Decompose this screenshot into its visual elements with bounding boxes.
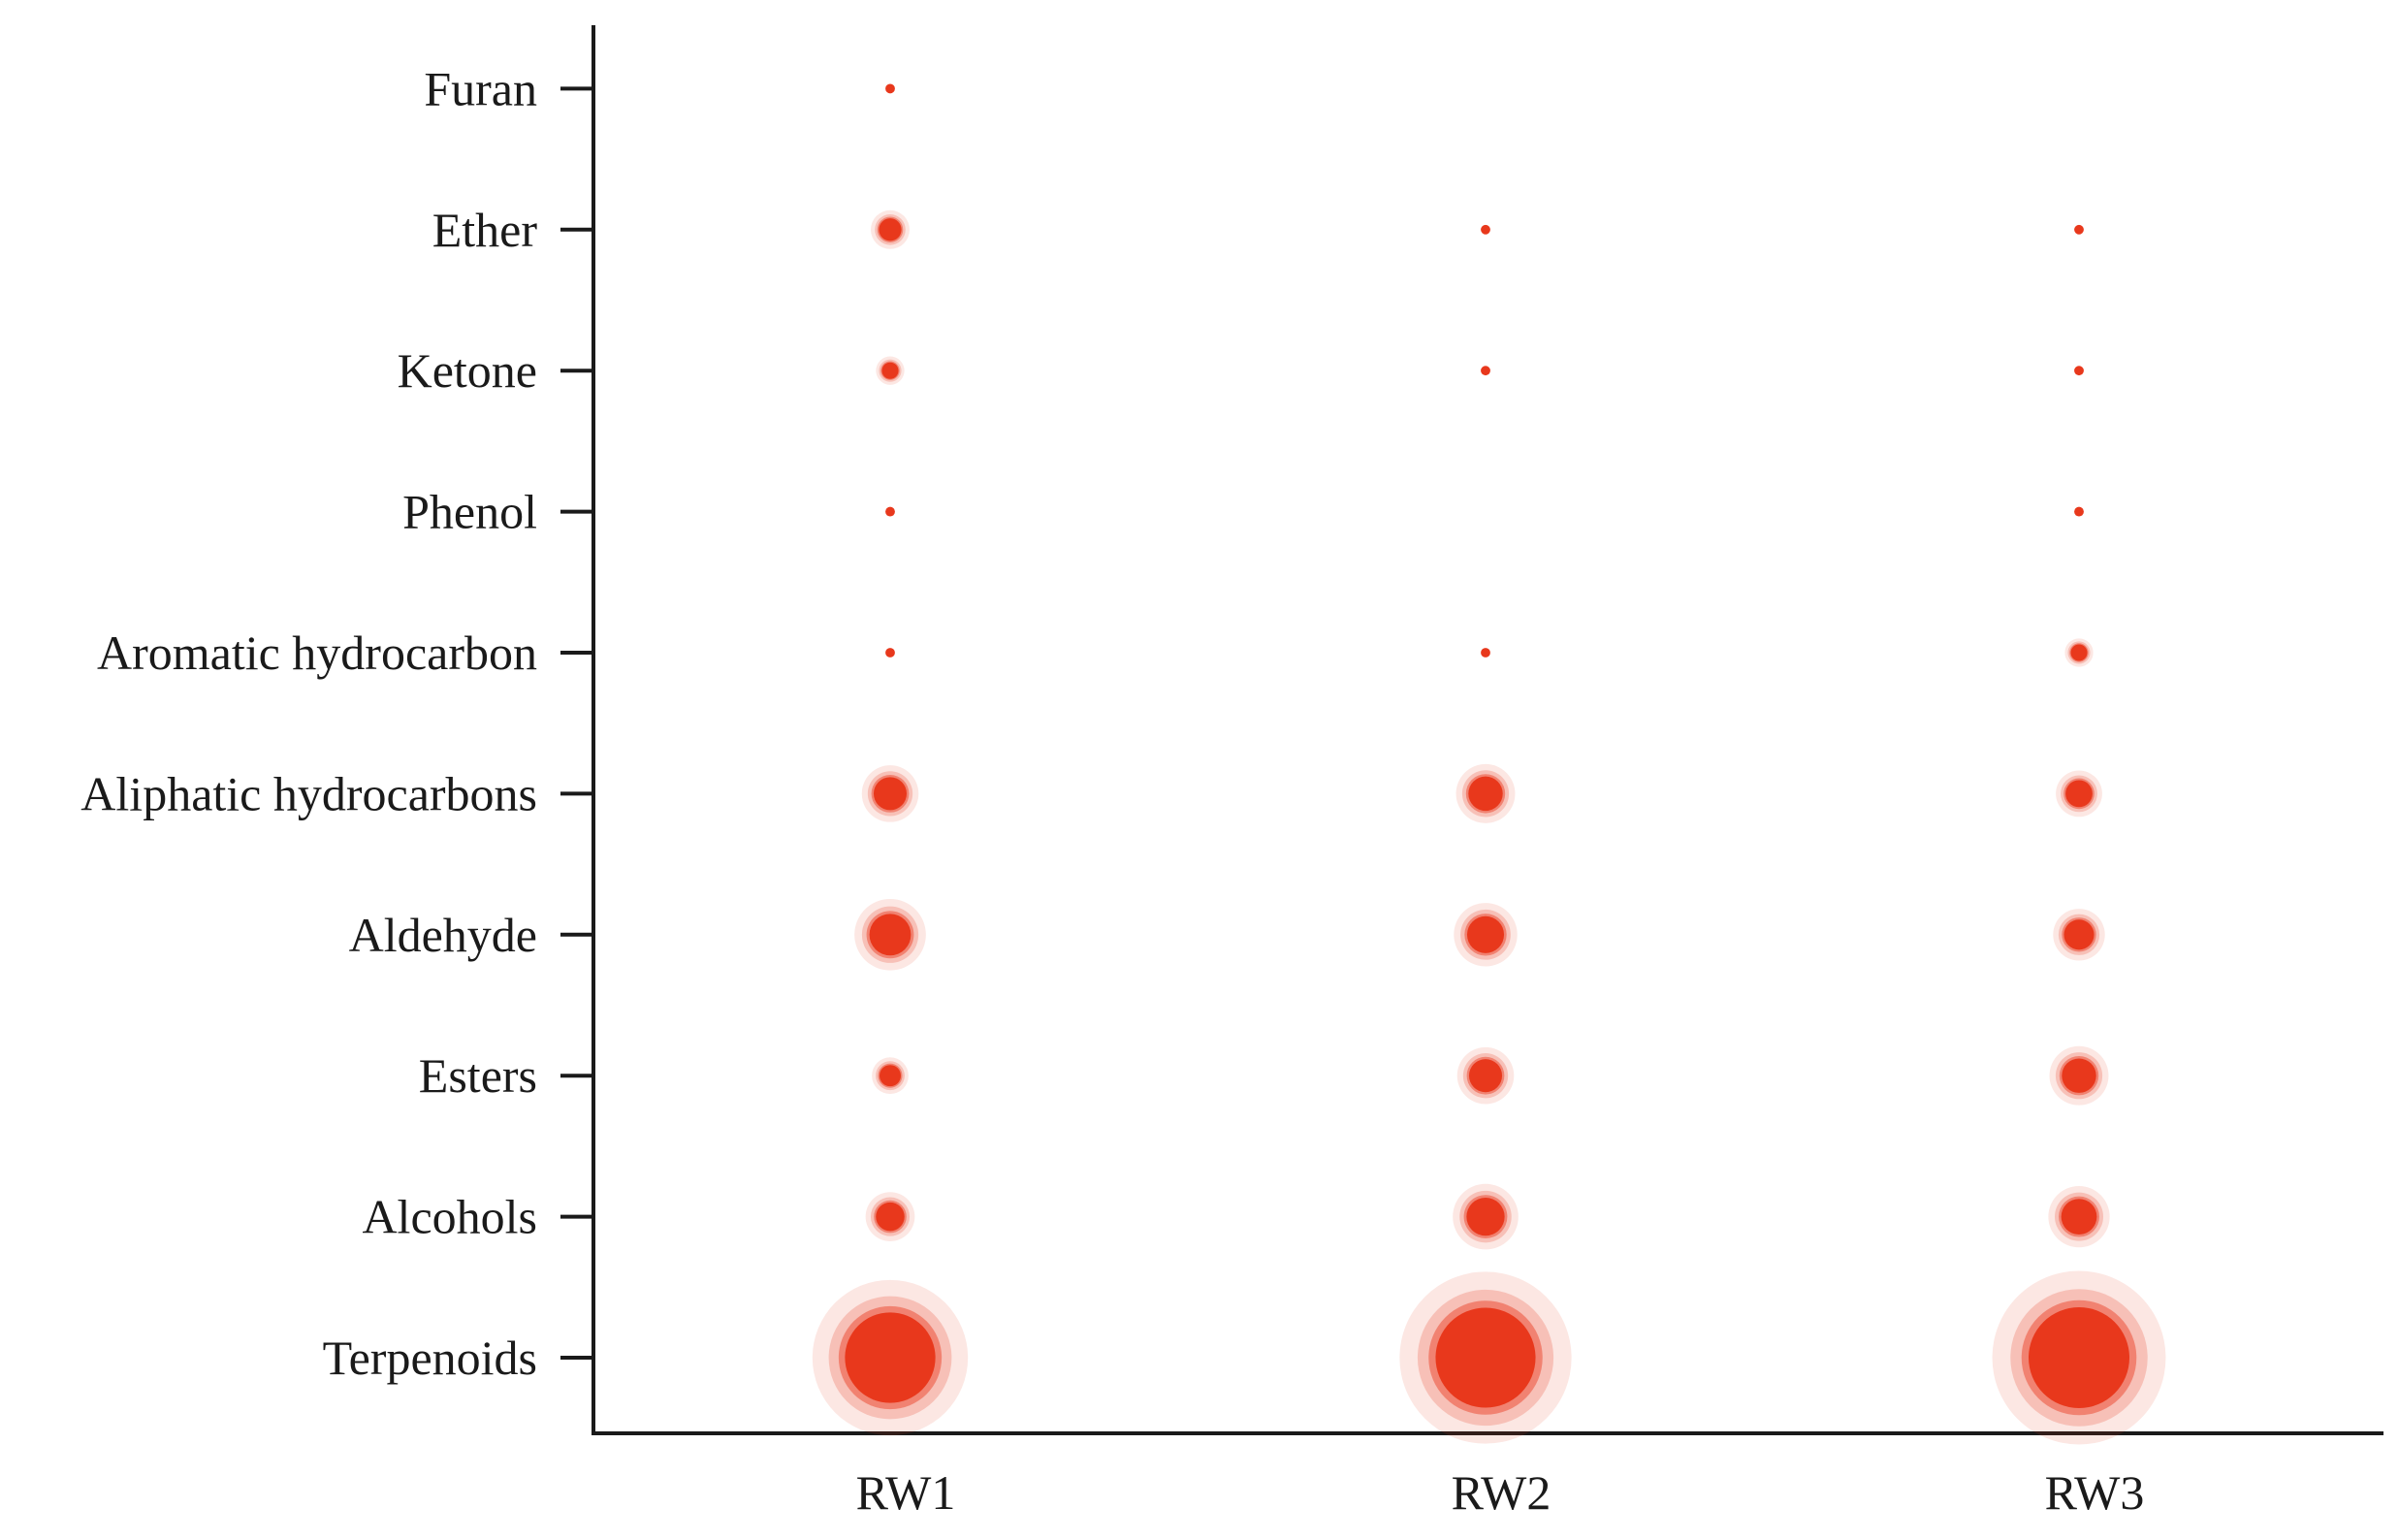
bubble <box>1481 366 1490 376</box>
bubble <box>1454 903 1518 967</box>
bubble <box>2048 1185 2110 1248</box>
bubble <box>865 1192 915 1241</box>
bubble <box>1453 1183 1519 1250</box>
bubble-core <box>885 83 895 94</box>
y-tick-label: Esters <box>419 1048 537 1103</box>
y-tick-label: Ketone <box>398 343 537 398</box>
x-tick-label: RW2 <box>1452 1465 1551 1520</box>
bubble <box>1481 224 1490 235</box>
bubble <box>885 648 895 658</box>
bubble-core <box>1435 1307 1536 1408</box>
bubble-core <box>1481 366 1490 376</box>
bubble-core <box>2062 1058 2096 1093</box>
bubble-core <box>869 914 912 956</box>
y-tick-label: Aromatic hydrocarbon <box>97 626 537 680</box>
bubble-core <box>2061 1199 2097 1235</box>
y-tick-label: Furan <box>424 61 537 115</box>
bubble-core <box>845 1312 936 1403</box>
bubble <box>885 506 895 517</box>
x-tick-label: RW3 <box>2045 1465 2145 1520</box>
bubble-core <box>885 506 895 517</box>
bubble-core <box>873 777 908 811</box>
bubble-core <box>879 218 902 241</box>
bubble-core <box>2074 224 2084 235</box>
bubble-core <box>881 362 899 379</box>
bubble-core <box>880 1065 901 1087</box>
bubble-core <box>1481 224 1490 235</box>
axes-layer <box>560 25 2383 1435</box>
bubble <box>2049 1045 2109 1106</box>
bubble-core <box>1466 915 1505 953</box>
bubble-core <box>1481 648 1490 658</box>
bubble <box>2053 909 2105 961</box>
bubble-core <box>876 1202 905 1232</box>
bubble <box>1992 1270 2166 1445</box>
bubble-core <box>2029 1307 2129 1408</box>
labels-layer: Terpenoids Alcohols Esters Aldehyde Aliphati… <box>80 61 2144 1520</box>
y-tick-label: Aldehyde <box>349 908 537 962</box>
bubble <box>871 209 910 249</box>
y-tick-label: Terpenoids <box>323 1331 537 1385</box>
bubble <box>2074 506 2084 517</box>
bubble <box>812 1279 969 1436</box>
bubble <box>2056 770 2102 818</box>
bubble <box>885 83 895 94</box>
bubble-core <box>1468 776 1503 812</box>
bubble <box>2074 224 2084 235</box>
bubble-core <box>2074 366 2084 376</box>
bubble-core <box>2065 780 2093 808</box>
bubble <box>876 356 905 385</box>
bubble-core <box>885 648 895 658</box>
bubble-core <box>2070 644 2088 661</box>
bubble <box>1455 763 1516 823</box>
bubble-core <box>2063 919 2095 950</box>
bubble-core <box>2074 506 2084 517</box>
bubble <box>872 1057 909 1095</box>
bubbles-layer <box>812 83 2166 1445</box>
bubble <box>861 765 919 822</box>
bubble <box>2064 638 2094 667</box>
y-tick-label: Aliphatic hydrocarbons <box>80 766 537 820</box>
bubble <box>1481 648 1490 658</box>
y-tick-label: Ether <box>432 203 538 257</box>
bubble-core <box>1468 1059 1503 1093</box>
bubble <box>1456 1046 1515 1105</box>
y-tick-label: Phenol <box>402 485 537 539</box>
y-tick-label: Alcohols <box>362 1190 537 1244</box>
bubble <box>2074 366 2084 376</box>
x-tick-label: RW1 <box>856 1465 956 1520</box>
bubble <box>854 898 926 971</box>
bubble-core <box>1466 1197 1505 1236</box>
bubble <box>1399 1271 1572 1444</box>
